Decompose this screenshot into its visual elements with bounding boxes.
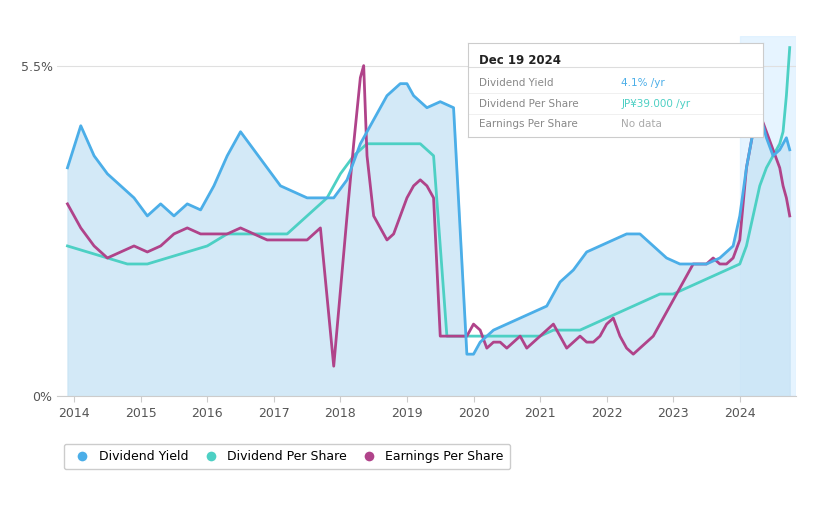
Text: Dec 19 2024: Dec 19 2024	[479, 54, 562, 67]
Bar	[740, 36, 796, 396]
Text: 4.1% /yr: 4.1% /yr	[621, 78, 665, 88]
Text: No data: No data	[621, 119, 662, 130]
Text: Dividend Yield: Dividend Yield	[479, 78, 554, 88]
Text: Earnings Per Share: Earnings Per Share	[479, 119, 578, 130]
Legend: Dividend Yield, Dividend Per Share, Earnings Per Share: Dividend Yield, Dividend Per Share, Earn…	[64, 444, 510, 469]
Text: Past: Past	[742, 46, 765, 56]
Text: JP¥39.000 /yr: JP¥39.000 /yr	[621, 99, 690, 109]
Text: Dividend Per Share: Dividend Per Share	[479, 99, 579, 109]
